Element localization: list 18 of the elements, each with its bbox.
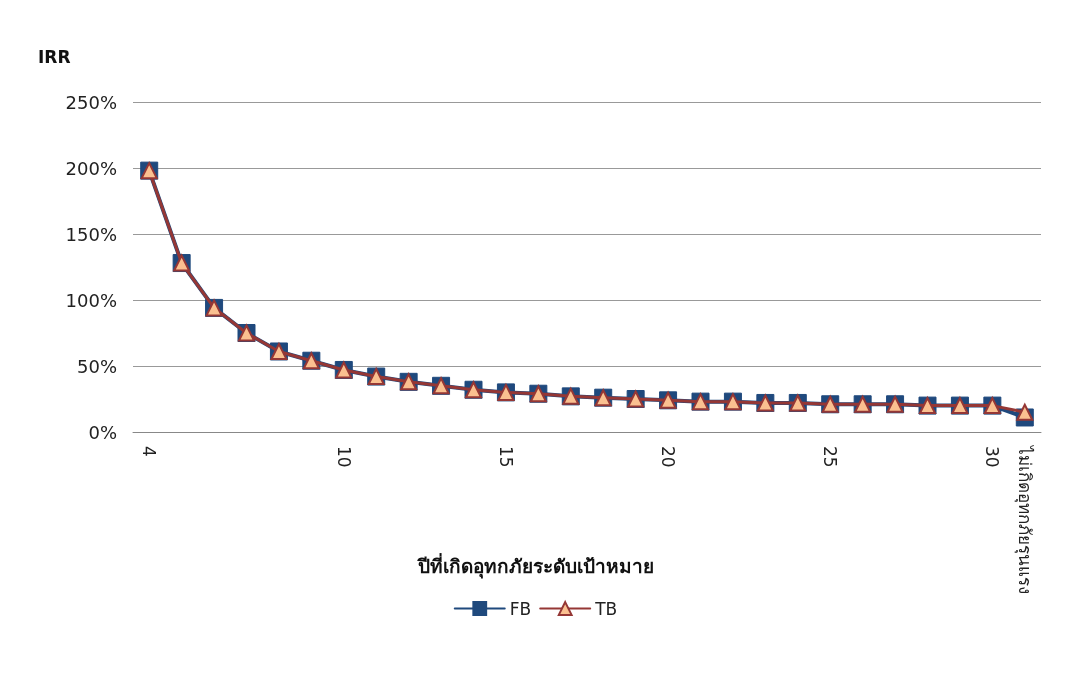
x-tick-label: 15	[495, 446, 516, 468]
point	[1016, 403, 1034, 421]
legend-label: TB	[594, 598, 618, 619]
x-axis-title: ปีที่เกิดอุทกภัยระดับเป้าหมาย	[416, 552, 654, 579]
x-tick-label: ไม่เกิดอุทกภัยรุนแรง	[1013, 444, 1035, 594]
y-axis-title: IRR	[38, 46, 71, 67]
y-tick-label: 0%	[88, 421, 117, 443]
x-tick-label: 30	[982, 446, 1003, 468]
y-tick-label: 100%	[65, 289, 117, 311]
y-tick-label: 200%	[65, 157, 117, 179]
y-tick-label: 150%	[65, 223, 117, 245]
x-tick-label: 20	[658, 446, 679, 468]
y-tick-label: 250%	[65, 91, 117, 113]
legend-label: FB	[509, 598, 532, 619]
x-tick-label: 25	[820, 446, 841, 468]
y-tick-label: 50%	[76, 355, 117, 377]
x-tick-label: 10	[333, 446, 354, 468]
x-tick-label: 4	[139, 446, 160, 457]
